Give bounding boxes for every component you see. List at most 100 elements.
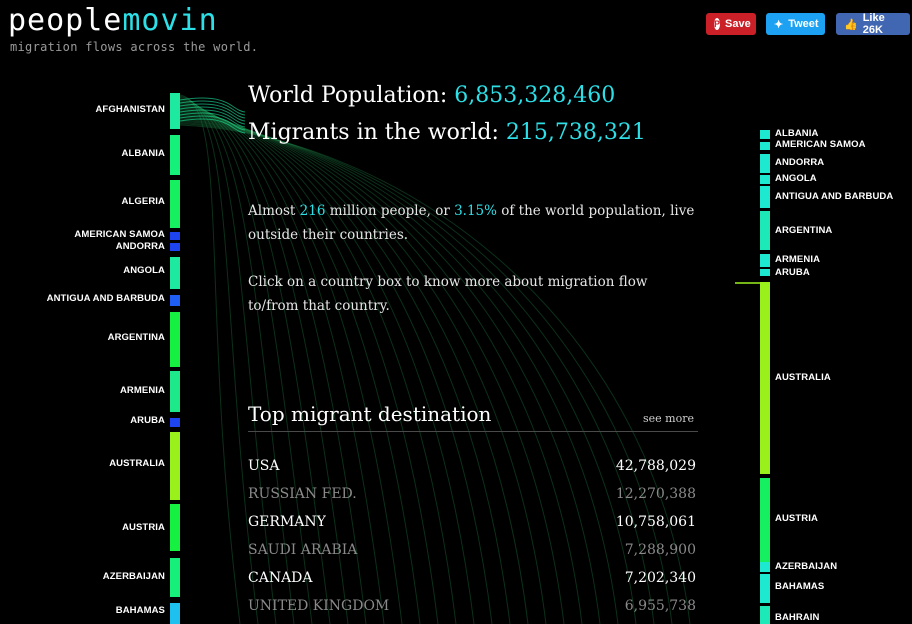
destination-label-angola[interactable]: ANGOLA	[775, 173, 817, 184]
migrants-headline: Migrants in the world: 215,738,321	[248, 120, 646, 145]
save-label: Save	[725, 18, 751, 30]
flow-line	[179, 97, 246, 113]
origin-label-andorra[interactable]: ANDORRA	[115, 241, 165, 252]
origin-label-armenia[interactable]: ARMENIA	[119, 385, 165, 396]
origin-label-austria[interactable]: AUSTRIA	[122, 522, 165, 533]
origin-label-argentina[interactable]: ARGENTINA	[107, 332, 165, 343]
see-more-link[interactable]: see more	[643, 412, 694, 425]
thumbs-up-icon: 👍	[844, 18, 858, 31]
destination-label-azerbaijan[interactable]: AZERBAIJAN	[775, 561, 838, 572]
destination-row[interactable]: SAUDI ARABIA 7,288,900	[248, 536, 696, 564]
destination-country-name: CANADA	[248, 570, 313, 586]
destination-box-antigua-and-barbuda[interactable]	[760, 186, 770, 208]
like-label: Like 26K	[862, 12, 885, 36]
destination-label-austria[interactable]: AUSTRIA	[775, 513, 818, 524]
destination-label-albania[interactable]: ALBANIA	[775, 128, 819, 139]
destination-box-australia[interactable]	[760, 282, 770, 474]
intro-text-b: million people, or	[325, 203, 455, 219]
destination-box-angola[interactable]	[760, 175, 770, 184]
facebook-like-button[interactable]: 👍 Like 26K	[836, 12, 910, 36]
flow-line	[179, 106, 246, 122]
origin-label-afghanistan[interactable]: AFGHANISTAN	[95, 104, 165, 115]
destination-country-name: UNITED KINGDOM	[248, 598, 390, 614]
section-divider	[248, 431, 698, 432]
origin-label-angola[interactable]: ANGOLA	[123, 265, 165, 276]
flow-line	[179, 109, 246, 125]
origin-label-aruba[interactable]: ARUBA	[130, 415, 165, 426]
origin-box-algeria[interactable]	[170, 180, 180, 228]
logo-part-movin: movin	[122, 3, 218, 38]
origin-box-aruba[interactable]	[170, 418, 180, 427]
twitter-bird-icon: ✦	[774, 18, 784, 31]
tagline: migration flows across the world.	[10, 40, 259, 54]
destination-box-andorra[interactable]	[760, 154, 770, 173]
tweet-button[interactable]: ✦ Tweet	[766, 13, 825, 35]
origin-label-american-samoa[interactable]: AMERICAN SAMOA	[74, 229, 165, 240]
destination-row[interactable]: GERMANY 10,758,061	[248, 508, 696, 536]
origin-label-bahamas[interactable]: BAHAMAS	[115, 605, 165, 616]
destination-row[interactable]: CANADA 7,202,340	[248, 564, 696, 592]
flow-line	[179, 100, 246, 116]
destination-label-australia[interactable]: AUSTRALIA	[775, 372, 831, 383]
destination-box-austria[interactable]	[760, 478, 770, 562]
origin-box-azerbaijan[interactable]	[170, 558, 180, 597]
origin-label-azerbaijan[interactable]: AZERBAIJAN	[102, 571, 165, 582]
destination-migrant-count: 42,788,029	[615, 458, 696, 474]
origin-box-andorra[interactable]	[170, 243, 180, 251]
origin-box-austria[interactable]	[170, 504, 180, 551]
top-destination-title: Top migrant destination	[248, 402, 492, 426]
origin-label-algeria[interactable]: ALGERIA	[121, 196, 165, 207]
origin-label-albania[interactable]: ALBANIA	[121, 148, 165, 159]
destination-country-name: RUSSIAN FED.	[248, 486, 357, 502]
destination-box-albania[interactable]	[760, 130, 770, 139]
intro-paragraph: Almost 216 million people, or 3.15% of t…	[248, 199, 698, 247]
destination-label-aruba[interactable]: ARUBA	[775, 267, 810, 278]
flow-line	[179, 115, 246, 131]
origin-box-australia[interactable]	[170, 432, 180, 500]
destination-row[interactable]: UNITED KINGDOM 6,955,738	[248, 592, 696, 620]
origin-box-angola[interactable]	[170, 257, 180, 289]
destination-label-bahrain[interactable]: BAHRAIN	[775, 612, 820, 623]
origin-box-bahamas[interactable]	[170, 603, 180, 624]
destination-label-bahamas[interactable]: BAHAMAS	[775, 581, 825, 592]
destination-box-bahrain[interactable]	[760, 606, 770, 624]
flow-line	[179, 103, 246, 119]
origin-box-american-samoa[interactable]	[170, 232, 180, 240]
origin-box-afghanistan[interactable]	[170, 93, 180, 129]
intro-text-a: Almost	[248, 203, 300, 219]
destination-country-name: GERMANY	[248, 514, 326, 530]
destination-label-antigua-and-barbuda[interactable]: ANTIGUA AND BARBUDA	[775, 191, 894, 202]
origin-label-australia[interactable]: AUSTRALIA	[109, 458, 165, 469]
destination-migrant-count: 12,270,388	[615, 486, 696, 502]
world-population-value: 6,853,328,460	[454, 83, 616, 108]
destination-label-argentina[interactable]: ARGENTINA	[775, 225, 833, 236]
intro-percentage: 3.15%	[454, 203, 497, 219]
destination-label-andorra[interactable]: ANDORRA	[775, 157, 825, 168]
world-population-headline: World Population: 6,853,328,460	[248, 83, 615, 108]
logo[interactable]: peoplemovin	[8, 2, 218, 40]
flow-line	[179, 95, 259, 624]
origin-box-argentina[interactable]	[170, 312, 180, 367]
origin-box-albania[interactable]	[170, 135, 180, 175]
migrants-value: 215,738,321	[505, 120, 646, 145]
destination-box-azerbaijan[interactable]	[760, 562, 770, 572]
destination-box-american-samoa[interactable]	[760, 142, 770, 150]
destination-box-aruba[interactable]	[760, 269, 770, 276]
destination-country-name: USA	[248, 458, 280, 474]
logo-part-people: people	[8, 3, 123, 38]
world-population-label: World Population:	[248, 83, 448, 108]
pinterest-save-button[interactable]: P Save	[706, 13, 756, 35]
destination-row[interactable]: RUSSIAN FED. 12,270,388	[248, 480, 696, 508]
destination-label-american-samoa[interactable]: AMERICAN SAMOA	[775, 139, 866, 150]
origin-label-antigua-and-barbuda[interactable]: ANTIGUA AND BARBUDA	[46, 293, 165, 304]
origin-box-antigua-and-barbuda[interactable]	[170, 295, 180, 306]
flow-line	[179, 112, 246, 128]
destination-row[interactable]: USA 42,788,029	[248, 452, 696, 480]
destination-label-armenia[interactable]: ARMENIA	[775, 254, 821, 265]
flow-line	[179, 118, 246, 134]
destination-box-argentina[interactable]	[760, 211, 770, 250]
destination-box-armenia[interactable]	[760, 254, 770, 267]
origin-box-armenia[interactable]	[170, 371, 180, 412]
destination-box-bahamas[interactable]	[760, 574, 770, 603]
destination-migrant-count: 6,955,738	[624, 598, 696, 614]
